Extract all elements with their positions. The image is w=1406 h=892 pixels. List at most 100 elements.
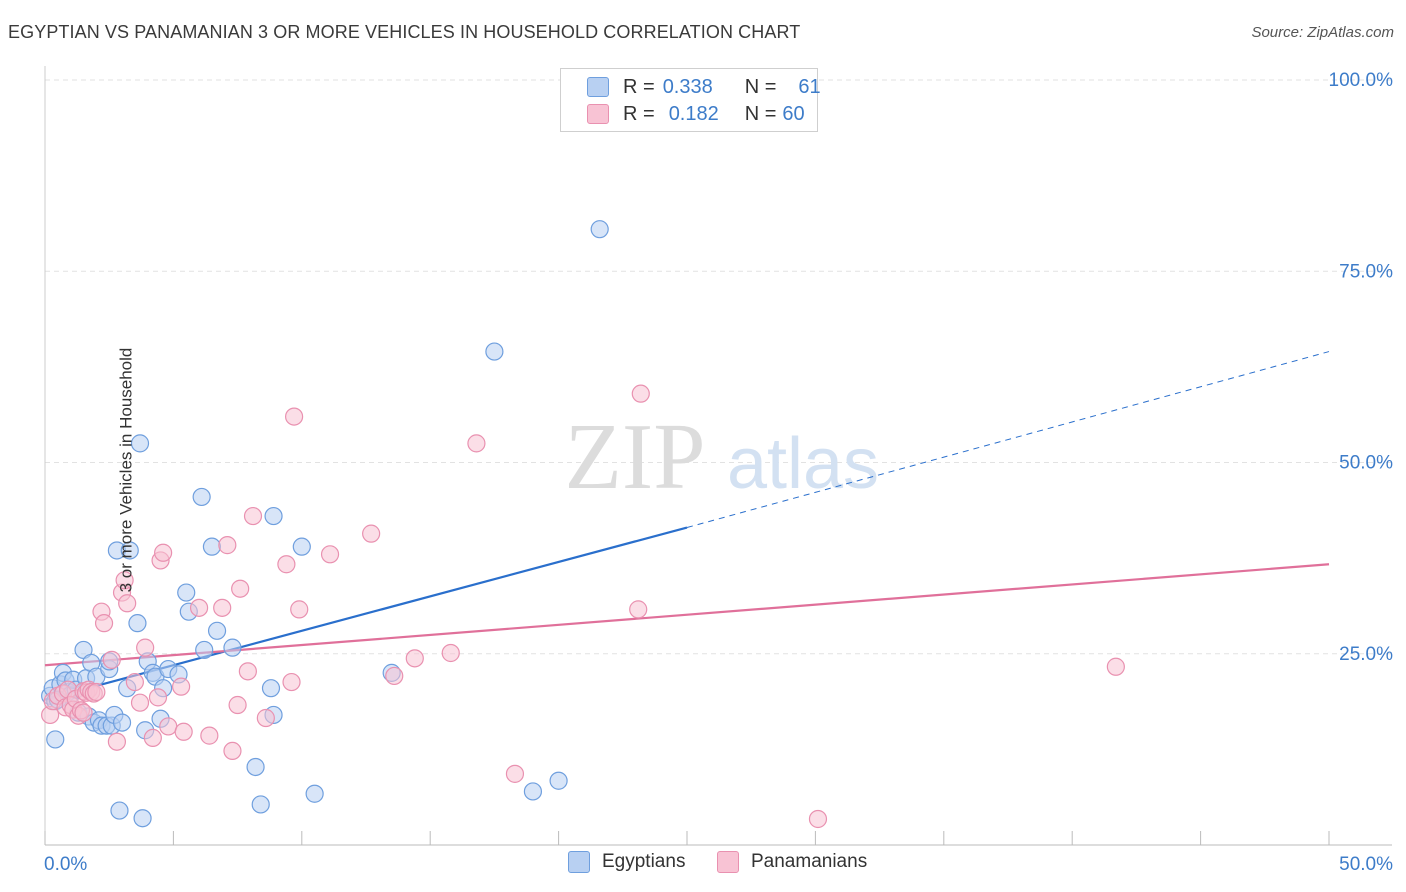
- panamanians-n-value: 60: [782, 102, 805, 125]
- panamanians-point: [256, 708, 275, 728]
- series-legend: Egyptians Panamanians: [0, 851, 1406, 877]
- legend-item-panamanians[interactable]: Panamanians: [717, 851, 867, 873]
- watermark-atlas: atlas: [727, 424, 879, 504]
- panamanians-point: [172, 677, 191, 696]
- panamanians-point: [102, 650, 121, 669]
- tick-labels: 25.0% 50.0% 75.0% 100.0% 0.0% 50.0%: [44, 70, 1393, 875]
- egyptians-point: [292, 537, 311, 556]
- egyptians-r-value: 0.338: [662, 75, 713, 98]
- panamanians-point: [87, 682, 106, 702]
- panamanians-point: [808, 809, 828, 829]
- panamanians-r-value: 0.182: [668, 102, 719, 125]
- egyptians-point: [523, 782, 543, 801]
- panamanians-n-label: N =: [744, 102, 777, 125]
- panamanians-point: [143, 728, 162, 748]
- source-label: Source: ZipAtlas.com: [1251, 24, 1394, 41]
- egyptians-swatch: [587, 77, 609, 97]
- egyptians-point: [202, 537, 222, 556]
- panamanians-point: [284, 407, 304, 426]
- panamanians-point: [1106, 657, 1125, 676]
- egyptians-trend-extension: [686, 351, 1330, 529]
- grid-lines: [45, 79, 1392, 655]
- egyptians-point: [112, 713, 132, 732]
- panamanians-point: [107, 732, 127, 751]
- panamanians-point: [115, 571, 134, 590]
- egyptians-point: [192, 487, 211, 507]
- egyptians-point: [130, 434, 150, 453]
- panamanians-legend-label: Panamanians: [751, 851, 868, 872]
- egyptians-point: [246, 757, 265, 777]
- panamanians-point: [238, 662, 257, 681]
- panamanians-swatch: [587, 104, 609, 124]
- legend-row-egyptians: R = 0.338 N = 61: [587, 75, 821, 99]
- egyptians-point: [261, 679, 281, 698]
- egyptians-point: [485, 342, 504, 361]
- panamanians-point: [441, 643, 460, 663]
- stats-legend: R = 0.338 N = 61 R = 0.182 N = 60: [560, 68, 821, 132]
- y-tick-label: 100.0%: [1329, 70, 1394, 91]
- panamanians-point: [405, 649, 424, 668]
- watermark-zip: ZIP: [565, 405, 706, 509]
- panamanians-point: [74, 703, 93, 722]
- panamanians-point: [223, 741, 242, 761]
- panamanians-point: [125, 672, 144, 692]
- egyptians-n-value: 61: [798, 75, 821, 98]
- egyptians-point: [46, 730, 65, 749]
- y-tick-label: 75.0%: [1339, 261, 1393, 282]
- y-tick-label: 50.0%: [1339, 453, 1393, 474]
- egyptians-legend-swatch: [568, 851, 590, 873]
- x-tick-label: 0.0%: [44, 854, 87, 875]
- egyptians-point: [251, 795, 270, 814]
- egyptians-point: [110, 801, 129, 820]
- panamanians-point: [213, 598, 232, 617]
- egyptians-point: [264, 506, 283, 526]
- panamanians-point: [385, 666, 404, 686]
- egyptians-point: [128, 614, 147, 633]
- legend-row-panamanians: R = 0.182 N = 60: [587, 102, 805, 126]
- panamanians-point: [94, 614, 114, 633]
- panamanians-point: [282, 672, 301, 692]
- egyptians-point: [305, 784, 324, 803]
- panamanians-point: [231, 579, 250, 598]
- y-axis-label: 3 or more Vehicles in Household: [116, 347, 136, 593]
- panamanians-point: [362, 524, 381, 543]
- panamanians-point: [629, 600, 648, 619]
- panamanians-point: [218, 536, 237, 555]
- chart-title: EGYPTIAN VS PANAMANIAN 3 OR MORE VEHICLE…: [8, 22, 801, 42]
- panamanians-point: [159, 717, 178, 736]
- panamanians-point: [174, 722, 193, 741]
- egyptians-r-label: R =: [623, 75, 655, 98]
- data-points: [41, 220, 1125, 829]
- panamanians-r-label: R =: [623, 102, 655, 125]
- egyptians-point: [195, 640, 214, 660]
- egyptians-trend-line: [44, 526, 688, 701]
- egyptians-point: [133, 809, 152, 828]
- egyptians-n-label: N =: [744, 75, 777, 98]
- egyptians-point: [177, 583, 196, 602]
- panamanians-point: [136, 638, 155, 657]
- panamanians-point: [467, 434, 486, 453]
- panamanians-point: [290, 600, 309, 619]
- egyptians-point: [120, 541, 139, 560]
- panamanians-point: [505, 764, 525, 783]
- panamanians-point: [228, 695, 247, 715]
- x-tick-label: 50.0%: [1339, 854, 1393, 875]
- panamanians-point: [277, 555, 296, 574]
- y-tick-label: 25.0%: [1339, 644, 1393, 665]
- axes: [44, 66, 1392, 846]
- panamanians-point: [130, 693, 150, 712]
- egyptians-point: [549, 771, 568, 790]
- panamanians-point: [148, 688, 168, 707]
- egyptians-legend-label: Egyptians: [602, 851, 686, 872]
- panamanians-point: [200, 726, 219, 745]
- legend-item-egyptians[interactable]: Egyptians: [568, 851, 685, 873]
- egyptians-point: [590, 220, 609, 239]
- egyptians-point: [223, 638, 242, 657]
- panamanians-trend-line: [44, 563, 1330, 667]
- panamanians-point: [243, 506, 263, 526]
- watermark: ZIP atlas: [565, 405, 880, 509]
- panamanians-point: [631, 384, 650, 403]
- panamanians-point: [320, 545, 340, 564]
- panamanians-point: [189, 598, 209, 617]
